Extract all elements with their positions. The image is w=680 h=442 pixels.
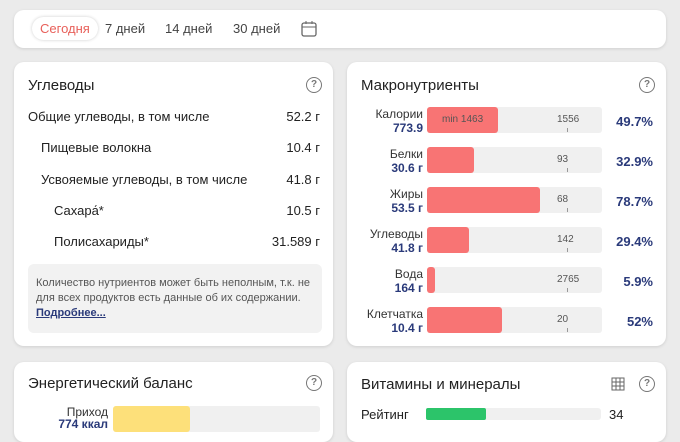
tab[interactable]: 7 дней [105,21,146,36]
row-value: 52.2 г [286,109,320,124]
help-icon[interactable]: ? [639,376,655,392]
row-value: 31.589 г [271,234,320,250]
target-tick [567,328,568,332]
row-value: 10.5 г [286,202,320,218]
carbs-card: Углеводы ? Общие углеводы, в том числе 52… [14,62,333,346]
macro-name: Клетчатка [366,307,423,321]
row-value: 41.8 г [286,171,320,187]
row-label: Сахара́* [54,202,104,218]
target-tick [567,248,568,252]
percent: 32.9% [616,154,653,169]
target-label: 142 [557,234,574,245]
card-title: Энергетический баланс [28,375,193,392]
macro-amount: 30.6 г [391,161,423,175]
min-label: min 1463 [442,114,484,125]
row-label: Полисахариды* [54,234,149,250]
bar [427,227,470,253]
vitamins-card: Витамины и минералы ? Рейтинг 34 [347,362,666,442]
target-tick [567,128,568,132]
row-label: Усвояемые углеводы, в том числе [41,171,248,187]
target-label: 1556 [557,114,580,125]
macro-amount: 164 г [394,281,423,295]
more-link[interactable]: Подробнее... [36,307,106,319]
row-amount: 774 ккал [58,417,108,431]
bar [427,107,499,133]
tab[interactable]: 14 дней [165,21,213,36]
note-text: Количество нутриентов может быть неполны… [36,277,311,304]
page: Сегодня 7 дней 14 дней 30 дней Углеводы … [14,10,666,442]
energy-card: Энергетический баланс ? Приход 774 ккал [14,362,333,442]
macro-name: Жиры [389,187,423,201]
card-title: Углеводы [28,77,95,94]
percent: 52% [626,314,653,329]
row-label: Приход [66,405,108,419]
macro-amount: 773.9 [392,121,423,135]
rating-bar [426,408,486,420]
macro-amount: 10.4 г [391,321,423,335]
percent: 49.7% [616,114,653,129]
bar [427,187,540,213]
bar [427,267,436,293]
macro-name: Вода [394,267,423,281]
help-icon[interactable]: ? [306,77,322,93]
row-label: Общие углеводы, в том числе [28,109,210,124]
target-label: 2765 [557,274,580,285]
macros-card: Макронутриенты ? Калории 773.9 min 1463 155… [347,62,666,346]
target-label: 93 [557,154,569,165]
macro-name: Белки [389,147,423,161]
bar [113,406,190,432]
rating-value: 34 [609,407,624,422]
card-title: Витамины и минералы [361,376,521,393]
target-label: 68 [557,194,569,205]
percent: 29.4% [616,234,653,249]
macro-amount: 53.5 г [391,201,423,215]
row-value: 10.4 г [286,140,320,156]
tab[interactable]: 30 дней [233,21,281,36]
macro-amount: 41.8 г [391,241,423,255]
table-icon[interactable] [611,377,625,391]
tab-bar: Сегодня 7 дней 14 дней 30 дней [14,10,666,48]
target-label: 20 [557,314,569,325]
bar [427,147,475,173]
help-icon[interactable]: ? [306,375,322,391]
note: Количество нутриентов может быть неполны… [28,264,322,333]
row-label: Рейтинг [361,407,409,422]
macro-name: Углеводы [369,227,423,241]
macro-name: Калории [375,107,423,121]
tab[interactable]: Сегодня [32,17,98,40]
target-tick [567,168,568,172]
percent: 78.7% [616,194,653,209]
target-tick [567,288,568,292]
row-label: Пищевые волокна [41,140,152,156]
bar [427,307,502,333]
help-icon[interactable]: ? [639,77,655,93]
target-tick [567,208,568,212]
card-title: Макронутриенты [361,77,479,94]
calendar-icon[interactable] [301,21,317,37]
percent: 5.9% [623,274,653,289]
track [427,267,602,293]
